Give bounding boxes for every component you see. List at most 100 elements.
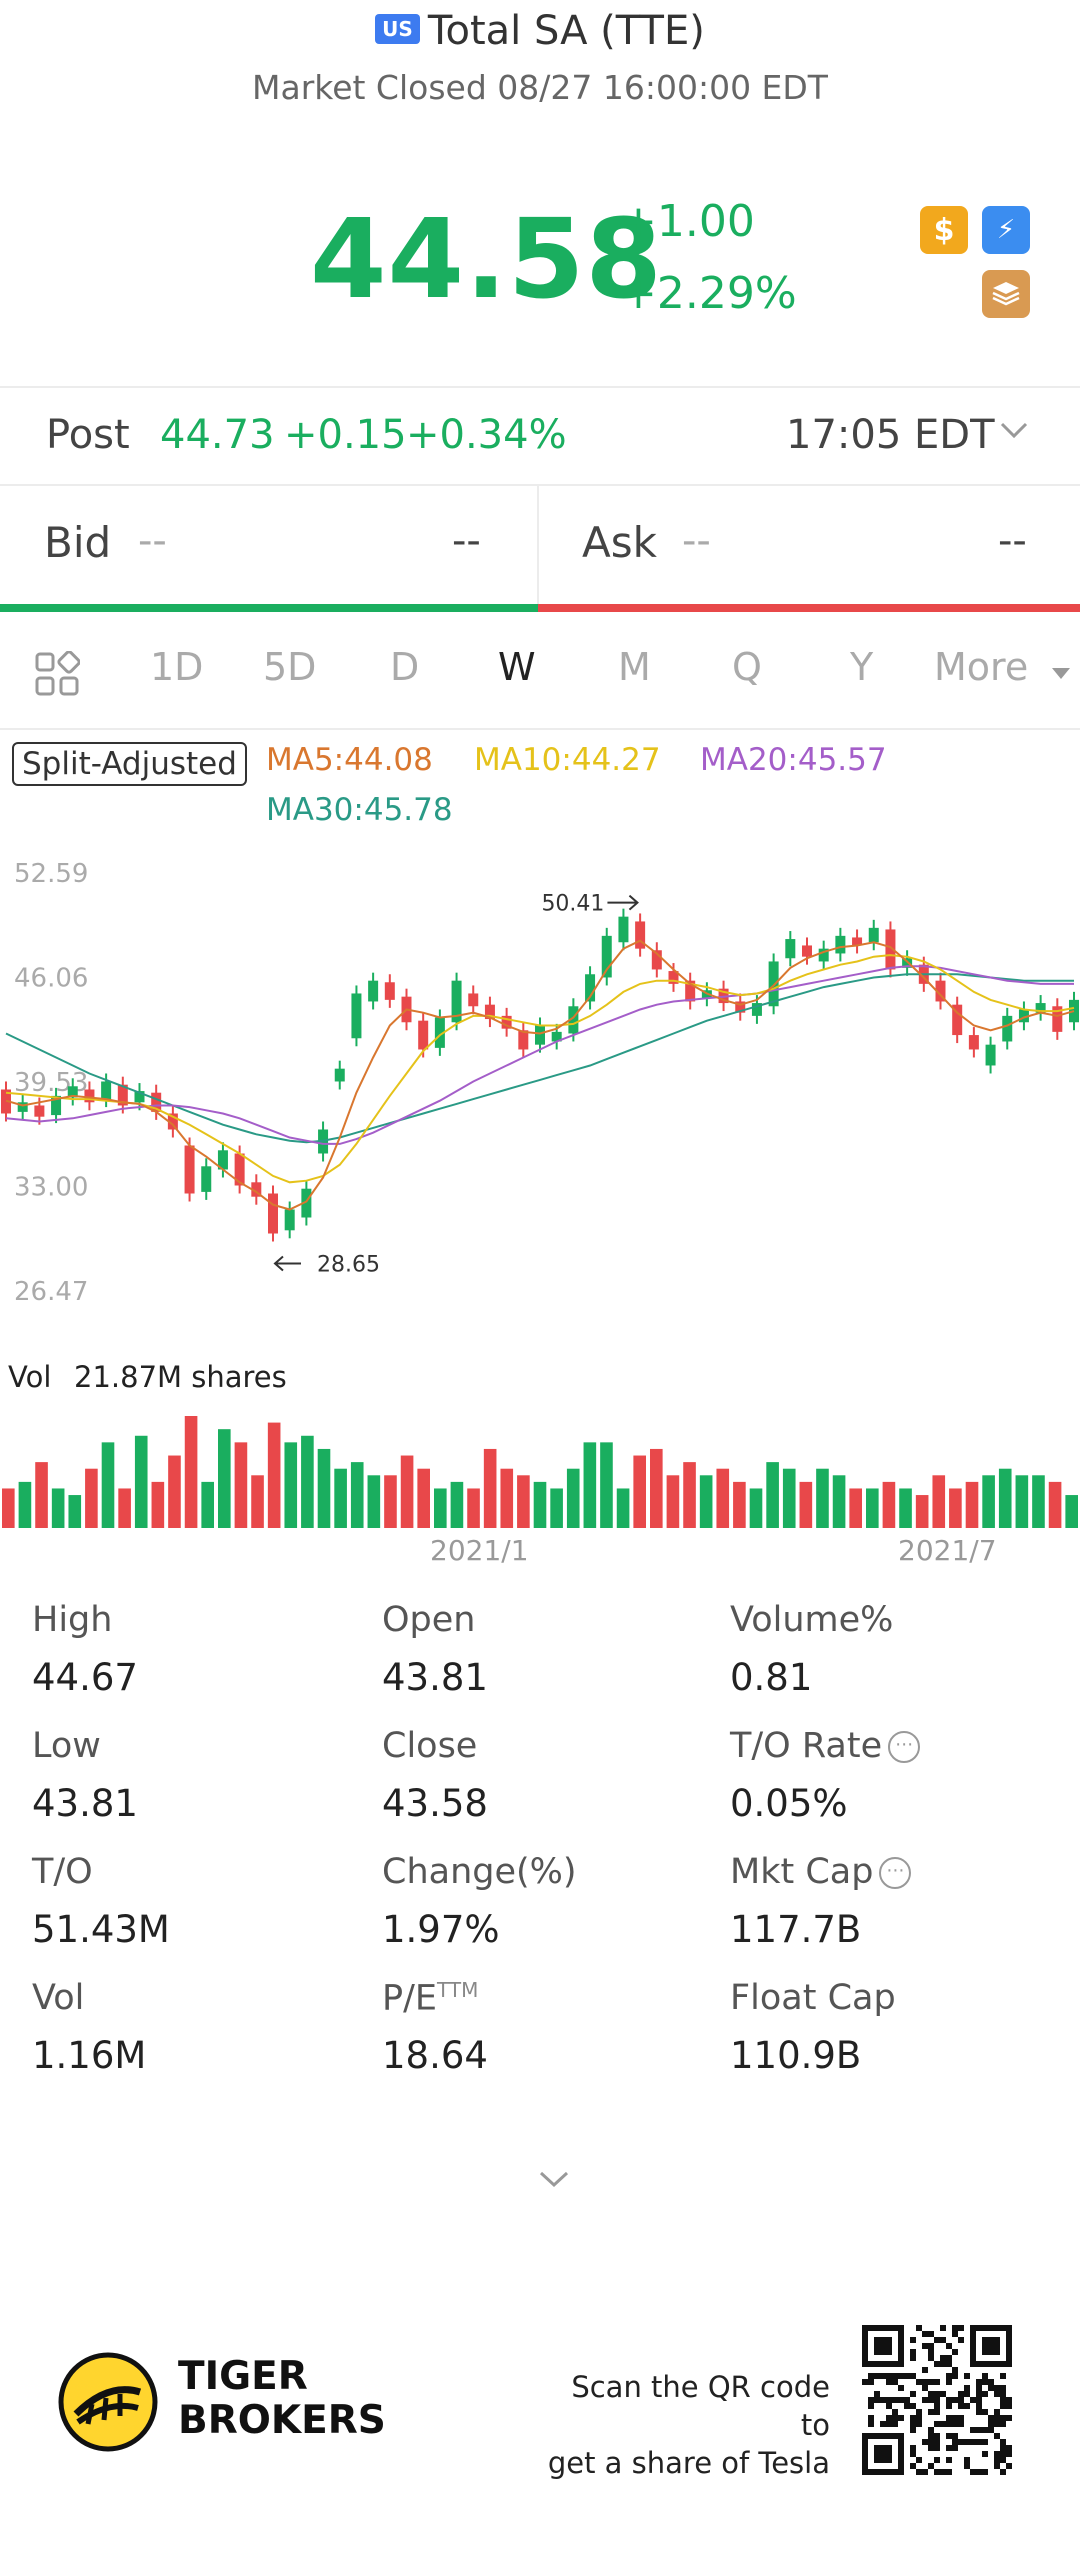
qr-module (880, 2397, 886, 2403)
qr-module (922, 2439, 928, 2445)
qr-module (946, 2469, 952, 2475)
candle-body (368, 980, 379, 1002)
volume-bar (766, 1462, 779, 1528)
qr-module (964, 2373, 970, 2379)
qr-module (886, 2415, 892, 2421)
bid-ask-panel: Bid -- -- Ask -- -- (0, 486, 1080, 612)
qr-module (922, 2379, 928, 2385)
qr-module (988, 2427, 994, 2433)
volume-bar (932, 1475, 946, 1528)
qr-module (982, 2379, 988, 2385)
volume-bar (434, 1488, 447, 1528)
qr-module (988, 2379, 994, 2385)
candle-body (67, 1086, 78, 1098)
candle-body (835, 935, 846, 954)
qr-module (994, 2385, 1000, 2391)
info-icon[interactable]: ⋯ (879, 1857, 912, 1889)
qr-module (928, 2433, 934, 2439)
qr-module (982, 2451, 988, 2457)
candle-body (1018, 1009, 1029, 1023)
qr-module (934, 2391, 940, 2397)
qr-module (964, 2439, 970, 2445)
tab-d[interactable]: D (390, 645, 420, 689)
brand-line1: TIGER (178, 2354, 308, 2399)
candle-body (601, 935, 612, 978)
volume-bar (616, 1488, 630, 1528)
tab-q[interactable]: Q (732, 645, 762, 689)
qr-module (916, 2421, 922, 2427)
candle-body (251, 1182, 262, 1197)
tab-5d[interactable]: 5D (263, 645, 317, 689)
candle-body (952, 1004, 963, 1036)
volume-bar (600, 1442, 613, 1528)
qr-module (922, 2469, 928, 2475)
qr-module (940, 2469, 946, 2475)
qr-module (976, 2397, 982, 2403)
stock-title: Total SA (TTE) (427, 8, 705, 54)
tab-y[interactable]: Y (850, 645, 874, 689)
layers-icon[interactable] (982, 270, 1030, 318)
stat-label-close: Close (382, 1726, 478, 1766)
qr-module (958, 2391, 964, 2397)
stat-value-turnover: 51.43M (32, 1908, 170, 1951)
info-icon[interactable]: ⋯ (888, 1731, 921, 1763)
candle-body (151, 1092, 162, 1112)
qr-module (910, 2403, 916, 2409)
stat-value-change-pct: 1.97% (382, 1908, 500, 1951)
grid-layout-icon[interactable] (34, 650, 81, 701)
volume-bar (467, 1488, 480, 1528)
tab-w[interactable]: W (498, 645, 536, 689)
qr-module (958, 2403, 964, 2409)
post-time: 17:05 EDT (786, 412, 995, 458)
qr-module (940, 2361, 946, 2367)
volume-bar (550, 1488, 563, 1528)
qr-module (886, 2397, 892, 2403)
qr-module (892, 2373, 898, 2379)
qr-module (922, 2343, 928, 2349)
stat-label-high: High (32, 1600, 113, 1640)
qr-module (874, 2391, 880, 2397)
volume-bar (899, 1488, 912, 1528)
candle-body (618, 916, 629, 943)
qr-module (880, 2373, 886, 2379)
volume-bar (500, 1468, 514, 1528)
volume-bar (866, 1488, 879, 1528)
qr-module (976, 2469, 982, 2475)
qr-module (928, 2391, 934, 2397)
tab-1d[interactable]: 1D (150, 645, 204, 689)
qr-module (1000, 2385, 1006, 2391)
volume-bar (267, 1422, 281, 1528)
volume-bar (650, 1448, 663, 1528)
qr-module (916, 2415, 922, 2421)
volume-bar (882, 1481, 896, 1528)
qr-module (1000, 2415, 1006, 2421)
qr-module (976, 2391, 982, 2397)
qr-module (874, 2397, 880, 2403)
volume-bar (184, 1416, 198, 1528)
volume-bar (400, 1455, 414, 1528)
tab-m[interactable]: M (618, 645, 651, 689)
volume-bar (2, 1488, 15, 1528)
volume-bar (417, 1468, 430, 1528)
post-market-row[interactable]: Post 44.73 +0.15 +0.34% 17:05 EDT (0, 388, 1080, 484)
split-adjusted-toggle[interactable]: Split-Adjusted (12, 742, 247, 786)
expand-chevron-icon[interactable] (538, 2168, 570, 2194)
candle-body (34, 1105, 45, 1117)
candle-body (418, 1020, 429, 1050)
chevron-down-icon[interactable] (998, 418, 1030, 446)
volume-bar (733, 1481, 746, 1528)
tab-more[interactable]: More (934, 645, 1029, 689)
qr-module (964, 2457, 970, 2463)
lightning-icon[interactable]: ⚡ (982, 206, 1030, 254)
qr-module (928, 2331, 934, 2337)
volume-bar (384, 1475, 397, 1528)
qr-module (952, 2349, 958, 2355)
dollar-icon[interactable]: $ (920, 206, 968, 254)
caret-down-icon[interactable] (1052, 665, 1070, 684)
qr-module (1000, 2397, 1006, 2403)
qr-module (868, 2379, 874, 2385)
qr-module (1000, 2439, 1006, 2445)
qr-module (886, 2373, 892, 2379)
qr-module (958, 2325, 964, 2331)
